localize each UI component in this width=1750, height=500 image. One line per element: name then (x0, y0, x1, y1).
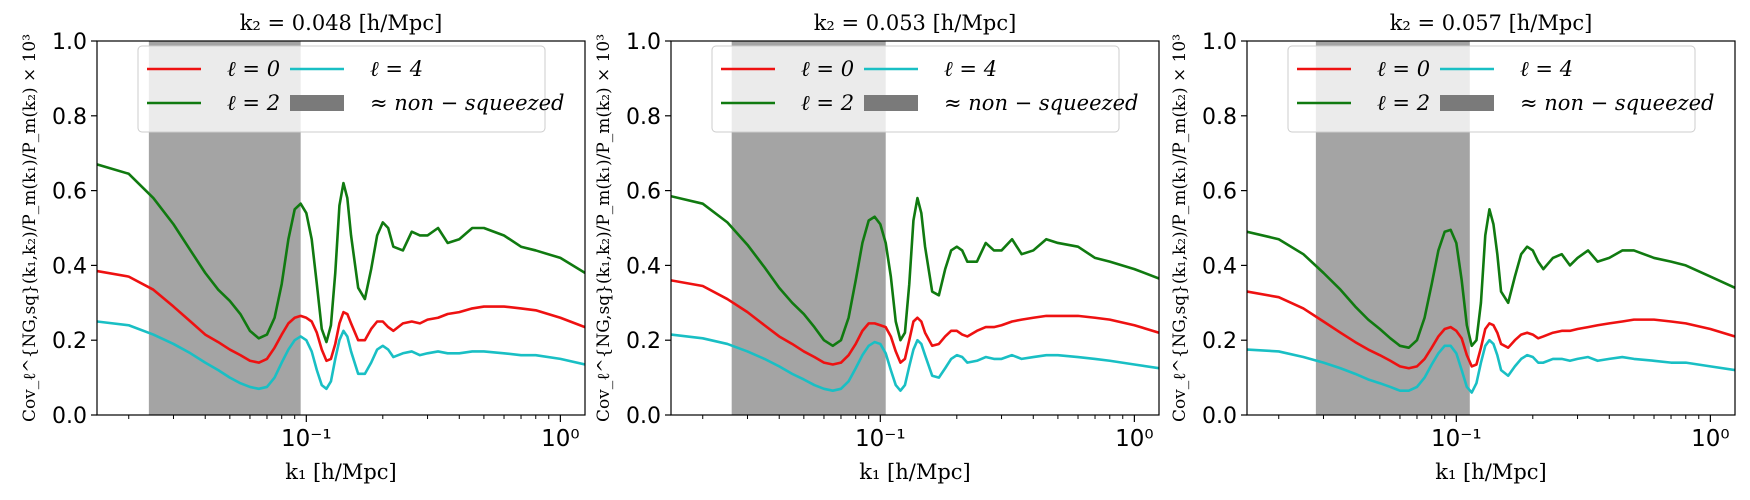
y-tick-label: 0.6 (52, 180, 87, 205)
legend-box (137, 45, 546, 133)
legend-label: ℓ = 0 (801, 57, 854, 81)
chart-title: k₂ = 0.053 [h/Mpc] (814, 11, 1017, 35)
x-tick-label: 10⁻¹ (855, 426, 906, 452)
y-tick-label: 0.4 (1202, 254, 1237, 279)
y-tick-label: 0.6 (626, 180, 661, 205)
y-axis-label: Cov_ℓ^{NG,sq}(k₁,k₂)/P_m(k₁)/P_m(k₂) × 1… (20, 34, 40, 422)
legend: ℓ = 0 ℓ = 4 ℓ = 2 ≈ non − squeezed (711, 45, 1138, 133)
legend-label: ℓ = 2 (801, 91, 854, 115)
series-line-l4 (1247, 338, 1735, 394)
chart-panel-1: 0.0 0.2 0.4 0.6 0.8 1.0 10⁻¹ 10⁰ k₂ = 0.048 [h/M… (20, 11, 586, 484)
legend-label: ≈ non − squeezed (944, 91, 1138, 115)
chart-panel-3: 0.0 0.2 0.4 0.6 0.8 1.0 10⁻¹ 10⁰ k₂ = 0.057 [h/M… (1170, 11, 1736, 484)
series-line-l4 (97, 320, 585, 391)
legend-label: ≈ non − squeezed (1520, 91, 1714, 115)
x-tick-label: 10⁻¹ (1431, 426, 1482, 452)
x-tick-label: 10⁻¹ (281, 426, 332, 452)
y-axis-label: Cov_ℓ^{NG,sq}(k₁,k₂)/P_m(k₁)/P_m(k₂) × 1… (1170, 34, 1190, 422)
legend-box (711, 45, 1120, 133)
legend-label: ℓ = 2 (1377, 91, 1430, 115)
legend-swatch (864, 95, 918, 111)
y-tick-label: 0.4 (52, 254, 87, 279)
series-line-l2 (671, 194, 1159, 348)
y-tick-label: 0.0 (52, 404, 87, 429)
axes-frame (670, 40, 1160, 416)
legend-label: ℓ = 0 (227, 57, 280, 81)
legend: ℓ = 0 ℓ = 4 ℓ = 2 ≈ non − squeezed (137, 45, 564, 133)
series-line-l0 (1247, 290, 1735, 370)
y-tick-label: 1.0 (52, 30, 87, 55)
x-tick-label: 10⁰ (1691, 426, 1730, 452)
y-tick-label: 0.0 (626, 404, 661, 429)
x-axis-label: k₁ [h/Mpc] (859, 460, 971, 484)
legend-label: ℓ = 4 (370, 57, 423, 81)
x-tick-label: 10⁰ (1115, 426, 1154, 452)
chart-title: k₂ = 0.048 [h/Mpc] (240, 11, 443, 35)
y-tick-label: 1.0 (626, 30, 661, 55)
chart-title: k₂ = 0.057 [h/Mpc] (1390, 11, 1593, 35)
x-tick-label: 10⁰ (541, 426, 580, 452)
series-line-l4 (671, 333, 1159, 392)
legend: ℓ = 0 ℓ = 4 ℓ = 2 ≈ non − squeezed (1287, 45, 1714, 133)
y-tick-label: 0.8 (52, 105, 87, 130)
y-tick-label: 0.0 (1202, 404, 1237, 429)
chart-panel-2: 0.0 0.2 0.4 0.6 0.8 1.0 10⁻¹ 10⁰ k₂ = 0.053 [h/M… (594, 11, 1160, 484)
series-line-l0 (671, 279, 1159, 366)
y-tick-label: 0.4 (626, 254, 661, 279)
legend-box (1287, 45, 1696, 133)
legend-label: ℓ = 2 (227, 91, 280, 115)
legend-swatch (290, 95, 344, 111)
y-axis-label: Cov_ℓ^{NG,sq}(k₁,k₂)/P_m(k₁)/P_m(k₂) × 1… (594, 34, 614, 422)
y-tick-label: 0.6 (1202, 180, 1237, 205)
x-axis-label: k₁ [h/Mpc] (1435, 460, 1547, 484)
legend-label: ℓ = 0 (1377, 57, 1430, 81)
legend-label: ≈ non − squeezed (370, 91, 564, 115)
series-line-l0 (97, 269, 585, 364)
axes-frame (1246, 40, 1736, 416)
x-axis-label: k₁ [h/Mpc] (285, 460, 397, 484)
series-line-l2 (1247, 208, 1735, 349)
y-tick-label: 0.8 (1202, 105, 1237, 130)
y-tick-label: 0.2 (1202, 329, 1237, 354)
legend-label: ℓ = 4 (944, 57, 997, 81)
legend-label: ℓ = 4 (1520, 57, 1573, 81)
y-tick-label: 1.0 (1202, 30, 1237, 55)
axes-frame (96, 40, 586, 416)
series-line-l2 (97, 163, 585, 344)
y-tick-label: 0.2 (626, 329, 661, 354)
legend-swatch (1440, 95, 1494, 111)
y-tick-label: 0.8 (626, 105, 661, 130)
y-tick-label: 0.2 (52, 329, 87, 354)
